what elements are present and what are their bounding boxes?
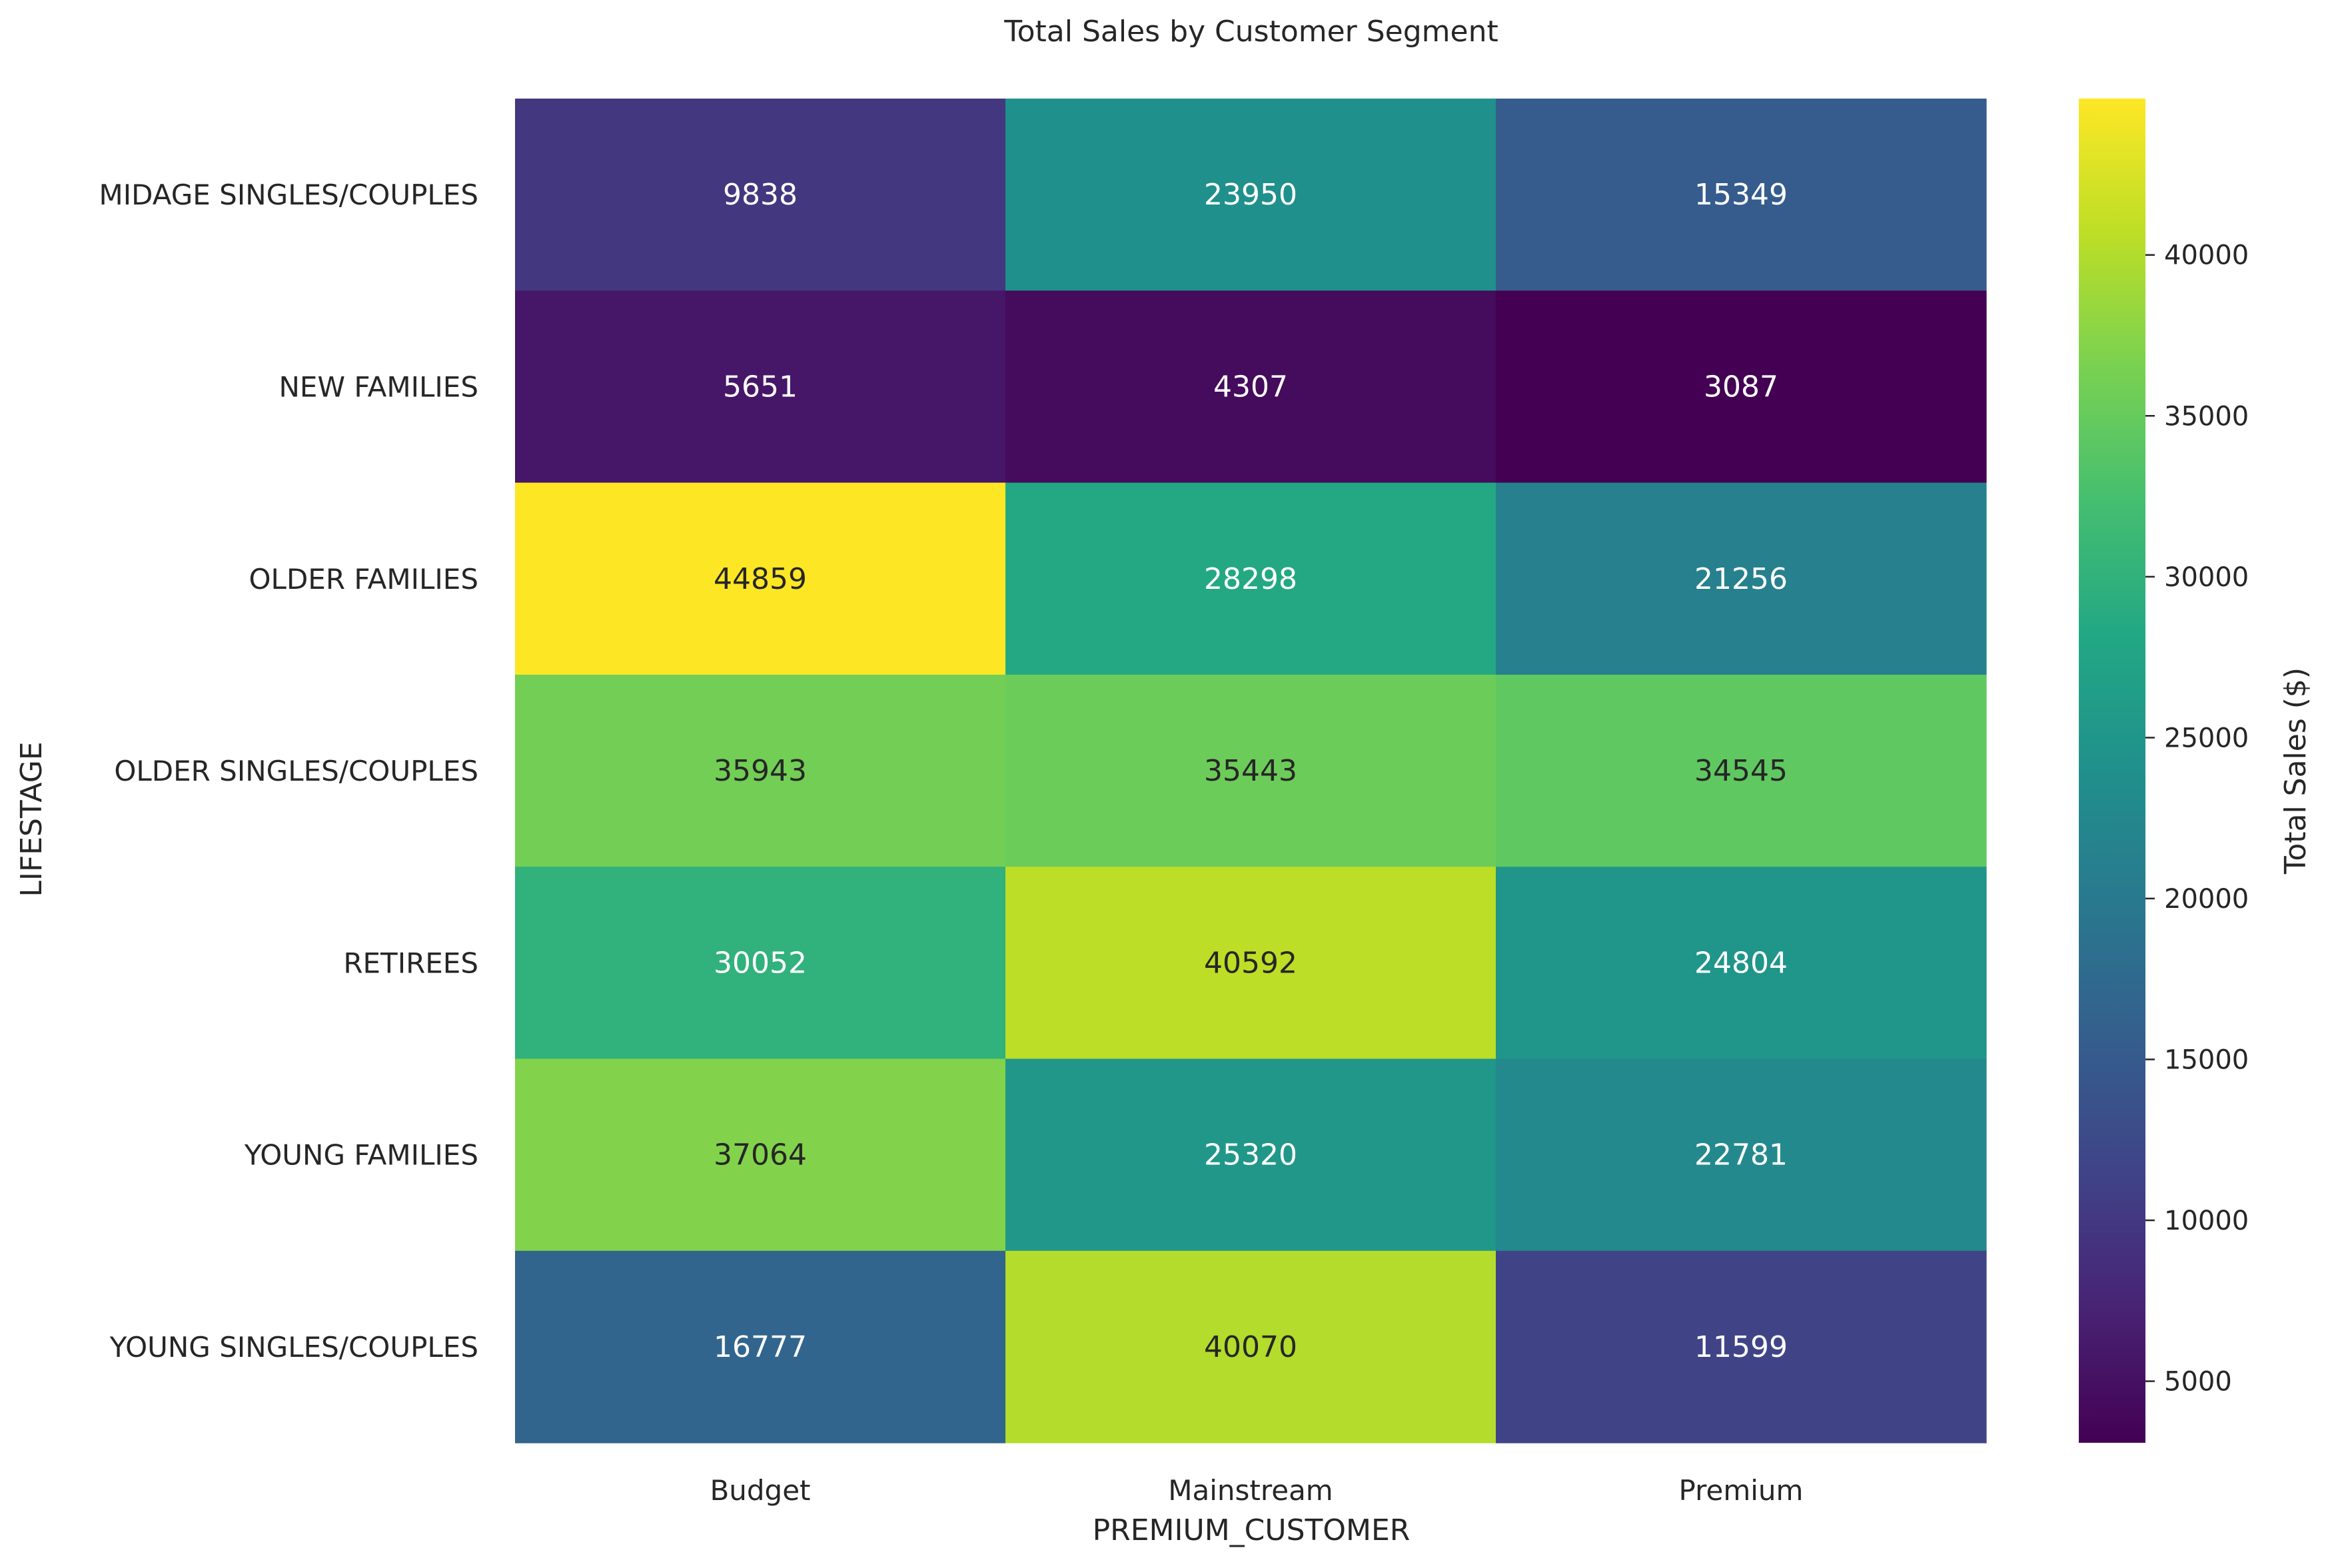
cell-value-label: 24804 — [1694, 946, 1788, 980]
colorbar-tick-label: 25000 — [2164, 723, 2249, 753]
x-axis-title: PREMIUM_CUSTOMER — [1093, 1513, 1411, 1547]
colorbar-tick-label: 30000 — [2164, 562, 2249, 593]
colorbar-tick-label: 20000 — [2164, 884, 2249, 915]
heatmap-cell — [1496, 1058, 1987, 1252]
heatmap-cell — [1005, 99, 1496, 291]
heatmap-cell — [1496, 1250, 1987, 1443]
cell-value-label: 30052 — [714, 946, 807, 980]
cell-value-label: 3087 — [1704, 370, 1778, 404]
cell-value-label: 5651 — [723, 370, 798, 404]
x-tick-label: Budget — [710, 1474, 810, 1507]
cell-value-label: 15349 — [1694, 178, 1788, 212]
cell-value-label: 40070 — [1204, 1330, 1297, 1364]
cell-value-label: 16777 — [714, 1330, 807, 1364]
heatmap-cell — [515, 1058, 1006, 1252]
colorbar-ticks: 5000 10000 15000 20000 25000 30000 35000 40000 — [2145, 240, 2249, 1397]
cell-value-label: 9838 — [723, 178, 798, 212]
colorbar-tick-label: 35000 — [2164, 401, 2249, 432]
x-tick-label: Mainstream — [1168, 1474, 1333, 1507]
heatmap-cell — [1005, 674, 1496, 867]
heatmap-cell — [1496, 482, 1987, 675]
colorbar-label: Total Sales ($) — [2279, 667, 2313, 875]
y-tick-label: NEW FAMILIES — [279, 370, 478, 403]
heatmap-cell — [1005, 290, 1496, 484]
x-tick-label: Premium — [1679, 1474, 1804, 1507]
heatmap-cell — [1005, 482, 1496, 675]
heatmap-cell — [515, 1250, 1006, 1443]
cell-value-label: 21256 — [1694, 562, 1788, 596]
y-tick-labels: MIDAGE SINGLES/COUPLES NEW FAMILIES OLDER … — [99, 179, 478, 1364]
y-tick-label: YOUNG FAMILIES — [244, 1139, 478, 1172]
y-tick-label: OLDER SINGLES/COUPLES — [114, 755, 478, 787]
cell-value-label: 22781 — [1694, 1138, 1788, 1172]
y-tick-label: OLDER FAMILIES — [249, 563, 478, 595]
heatmap-cell — [515, 99, 1006, 291]
chart-title: Total Sales by Customer Segment — [1003, 15, 1498, 49]
heatmap-cell — [1496, 867, 1987, 1060]
colorbar-tick-label: 15000 — [2164, 1044, 2249, 1075]
x-tick-labels: Budget Mainstream Premium — [710, 1474, 1803, 1507]
heatmap-cell — [515, 290, 1006, 484]
cell-value-label: 44859 — [714, 562, 807, 596]
cell-value-label: 11599 — [1694, 1330, 1788, 1364]
cell-value-label: 35943 — [714, 754, 807, 788]
cell-value-label: 25320 — [1204, 1138, 1297, 1172]
heatmap-cell — [1496, 674, 1987, 867]
cell-value-label: 37064 — [714, 1138, 807, 1172]
colorbar-tick-label: 5000 — [2164, 1367, 2232, 1397]
y-axis-title: LIFESTAGE — [15, 741, 49, 897]
heatmap-cell — [1005, 867, 1496, 1060]
cell-value-label: 28298 — [1204, 562, 1297, 596]
heatmap-cell — [1496, 99, 1987, 291]
y-tick-label: RETIREES — [343, 947, 478, 979]
heatmap-cell — [1005, 1250, 1496, 1443]
heatmap-cell — [1005, 1058, 1496, 1252]
y-tick-label: MIDAGE SINGLES/COUPLES — [99, 179, 478, 211]
colorbar — [2079, 99, 2145, 1443]
cell-value-label: 35443 — [1204, 754, 1297, 788]
colorbar-tick-label: 40000 — [2164, 240, 2249, 271]
y-tick-label: YOUNG SINGLES/COUPLES — [109, 1331, 478, 1364]
heatmap-cells: 9838 23950 15349 5651 4307 3087 44859 28298 2125… — [515, 99, 1987, 1443]
heatmap-cell — [515, 867, 1006, 1060]
heatmap-cell — [515, 482, 1006, 675]
cell-value-label: 34545 — [1694, 754, 1788, 788]
cell-value-label: 23950 — [1204, 178, 1297, 212]
colorbar-tick-label: 10000 — [2164, 1206, 2249, 1236]
cell-value-label: 40592 — [1204, 946, 1297, 980]
heatmap-cell — [515, 674, 1006, 867]
cell-value-label: 4307 — [1213, 370, 1288, 404]
heatmap-cell — [1496, 290, 1987, 484]
